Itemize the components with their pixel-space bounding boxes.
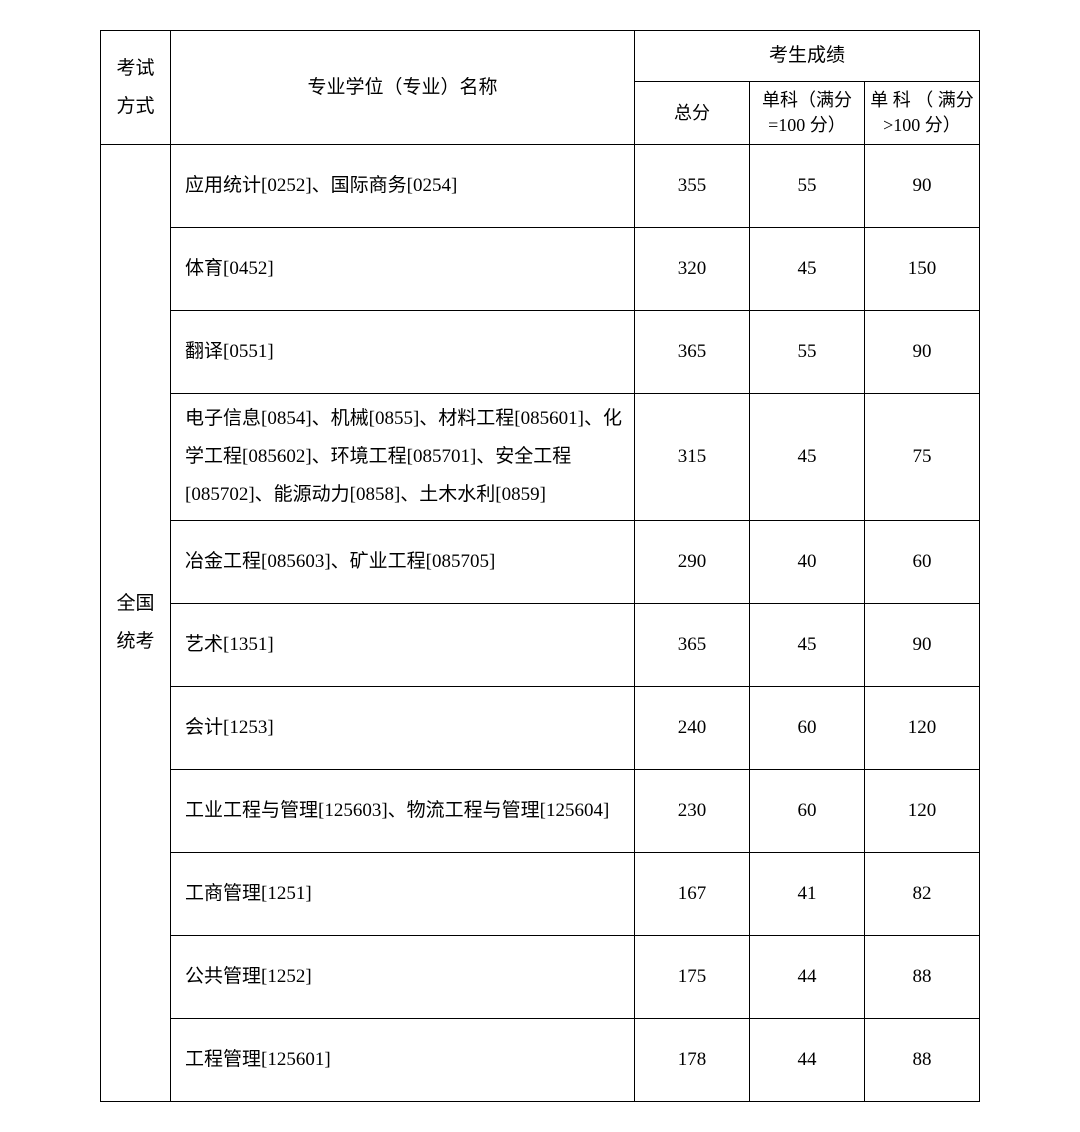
s2-cell: 75 bbox=[864, 394, 979, 521]
s1-cell: 44 bbox=[749, 936, 864, 1019]
major-cell: 翻译[0551] bbox=[171, 311, 635, 394]
s2-cell: 90 bbox=[864, 604, 979, 687]
major-cell: 工程管理[125601] bbox=[171, 1019, 635, 1102]
s1-cell: 55 bbox=[749, 311, 864, 394]
s2-cell: 90 bbox=[864, 145, 979, 228]
major-cell: 艺术[1351] bbox=[171, 604, 635, 687]
header-single-100: 单科（满分=100 分） bbox=[749, 82, 864, 145]
table-row: 工业工程与管理[125603]、物流工程与管理[125604] 230 60 1… bbox=[101, 770, 980, 853]
table-row: 翻译[0551] 365 55 90 bbox=[101, 311, 980, 394]
s2-cell: 82 bbox=[864, 853, 979, 936]
total-cell: 315 bbox=[634, 394, 749, 521]
total-cell: 355 bbox=[634, 145, 749, 228]
table-row: 冶金工程[085603]、矿业工程[085705] 290 40 60 bbox=[101, 521, 980, 604]
total-cell: 365 bbox=[634, 604, 749, 687]
table-row: 会计[1253] 240 60 120 bbox=[101, 687, 980, 770]
s2-cell: 120 bbox=[864, 687, 979, 770]
total-cell: 230 bbox=[634, 770, 749, 853]
header-single-over-100: 单 科 （ 满分>100 分） bbox=[864, 82, 979, 145]
s1-cell: 40 bbox=[749, 521, 864, 604]
total-cell: 175 bbox=[634, 936, 749, 1019]
header-score-group: 考生成绩 bbox=[634, 31, 979, 82]
major-cell: 工业工程与管理[125603]、物流工程与管理[125604] bbox=[171, 770, 635, 853]
major-cell: 公共管理[1252] bbox=[171, 936, 635, 1019]
header-total: 总分 bbox=[634, 82, 749, 145]
major-cell: 会计[1253] bbox=[171, 687, 635, 770]
major-cell: 工商管理[1251] bbox=[171, 853, 635, 936]
exam-type-cell: 全国统考 bbox=[101, 145, 171, 1102]
s1-cell: 45 bbox=[749, 228, 864, 311]
s2-cell: 90 bbox=[864, 311, 979, 394]
total-cell: 320 bbox=[634, 228, 749, 311]
s1-cell: 45 bbox=[749, 604, 864, 687]
s1-cell: 45 bbox=[749, 394, 864, 521]
s2-cell: 60 bbox=[864, 521, 979, 604]
table-row: 公共管理[1252] 175 44 88 bbox=[101, 936, 980, 1019]
total-cell: 365 bbox=[634, 311, 749, 394]
header-exam-type: 考试方式 bbox=[101, 31, 171, 145]
s2-cell: 88 bbox=[864, 1019, 979, 1102]
table-row: 艺术[1351] 365 45 90 bbox=[101, 604, 980, 687]
total-cell: 178 bbox=[634, 1019, 749, 1102]
s1-cell: 55 bbox=[749, 145, 864, 228]
header-major: 专业学位（专业）名称 bbox=[171, 31, 635, 145]
total-cell: 290 bbox=[634, 521, 749, 604]
table-row: 工商管理[1251] 167 41 82 bbox=[101, 853, 980, 936]
total-cell: 167 bbox=[634, 853, 749, 936]
s2-cell: 150 bbox=[864, 228, 979, 311]
s2-cell: 120 bbox=[864, 770, 979, 853]
table-row: 体育[0452] 320 45 150 bbox=[101, 228, 980, 311]
major-cell: 体育[0452] bbox=[171, 228, 635, 311]
s1-cell: 60 bbox=[749, 687, 864, 770]
major-cell: 应用统计[0252]、国际商务[0254] bbox=[171, 145, 635, 228]
table-row: 工程管理[125601] 178 44 88 bbox=[101, 1019, 980, 1102]
major-cell: 冶金工程[085603]、矿业工程[085705] bbox=[171, 521, 635, 604]
total-cell: 240 bbox=[634, 687, 749, 770]
table-row: 全国统考 应用统计[0252]、国际商务[0254] 355 55 90 bbox=[101, 145, 980, 228]
score-table: 考试方式 专业学位（专业）名称 考生成绩 总分 单科（满分=100 分） 单 科… bbox=[100, 30, 980, 1102]
s2-cell: 88 bbox=[864, 936, 979, 1019]
s1-cell: 41 bbox=[749, 853, 864, 936]
major-cell: 电子信息[0854]、机械[0855]、材料工程[085601]、化学工程[08… bbox=[171, 394, 635, 521]
table-row: 电子信息[0854]、机械[0855]、材料工程[085601]、化学工程[08… bbox=[101, 394, 980, 521]
s1-cell: 44 bbox=[749, 1019, 864, 1102]
s1-cell: 60 bbox=[749, 770, 864, 853]
